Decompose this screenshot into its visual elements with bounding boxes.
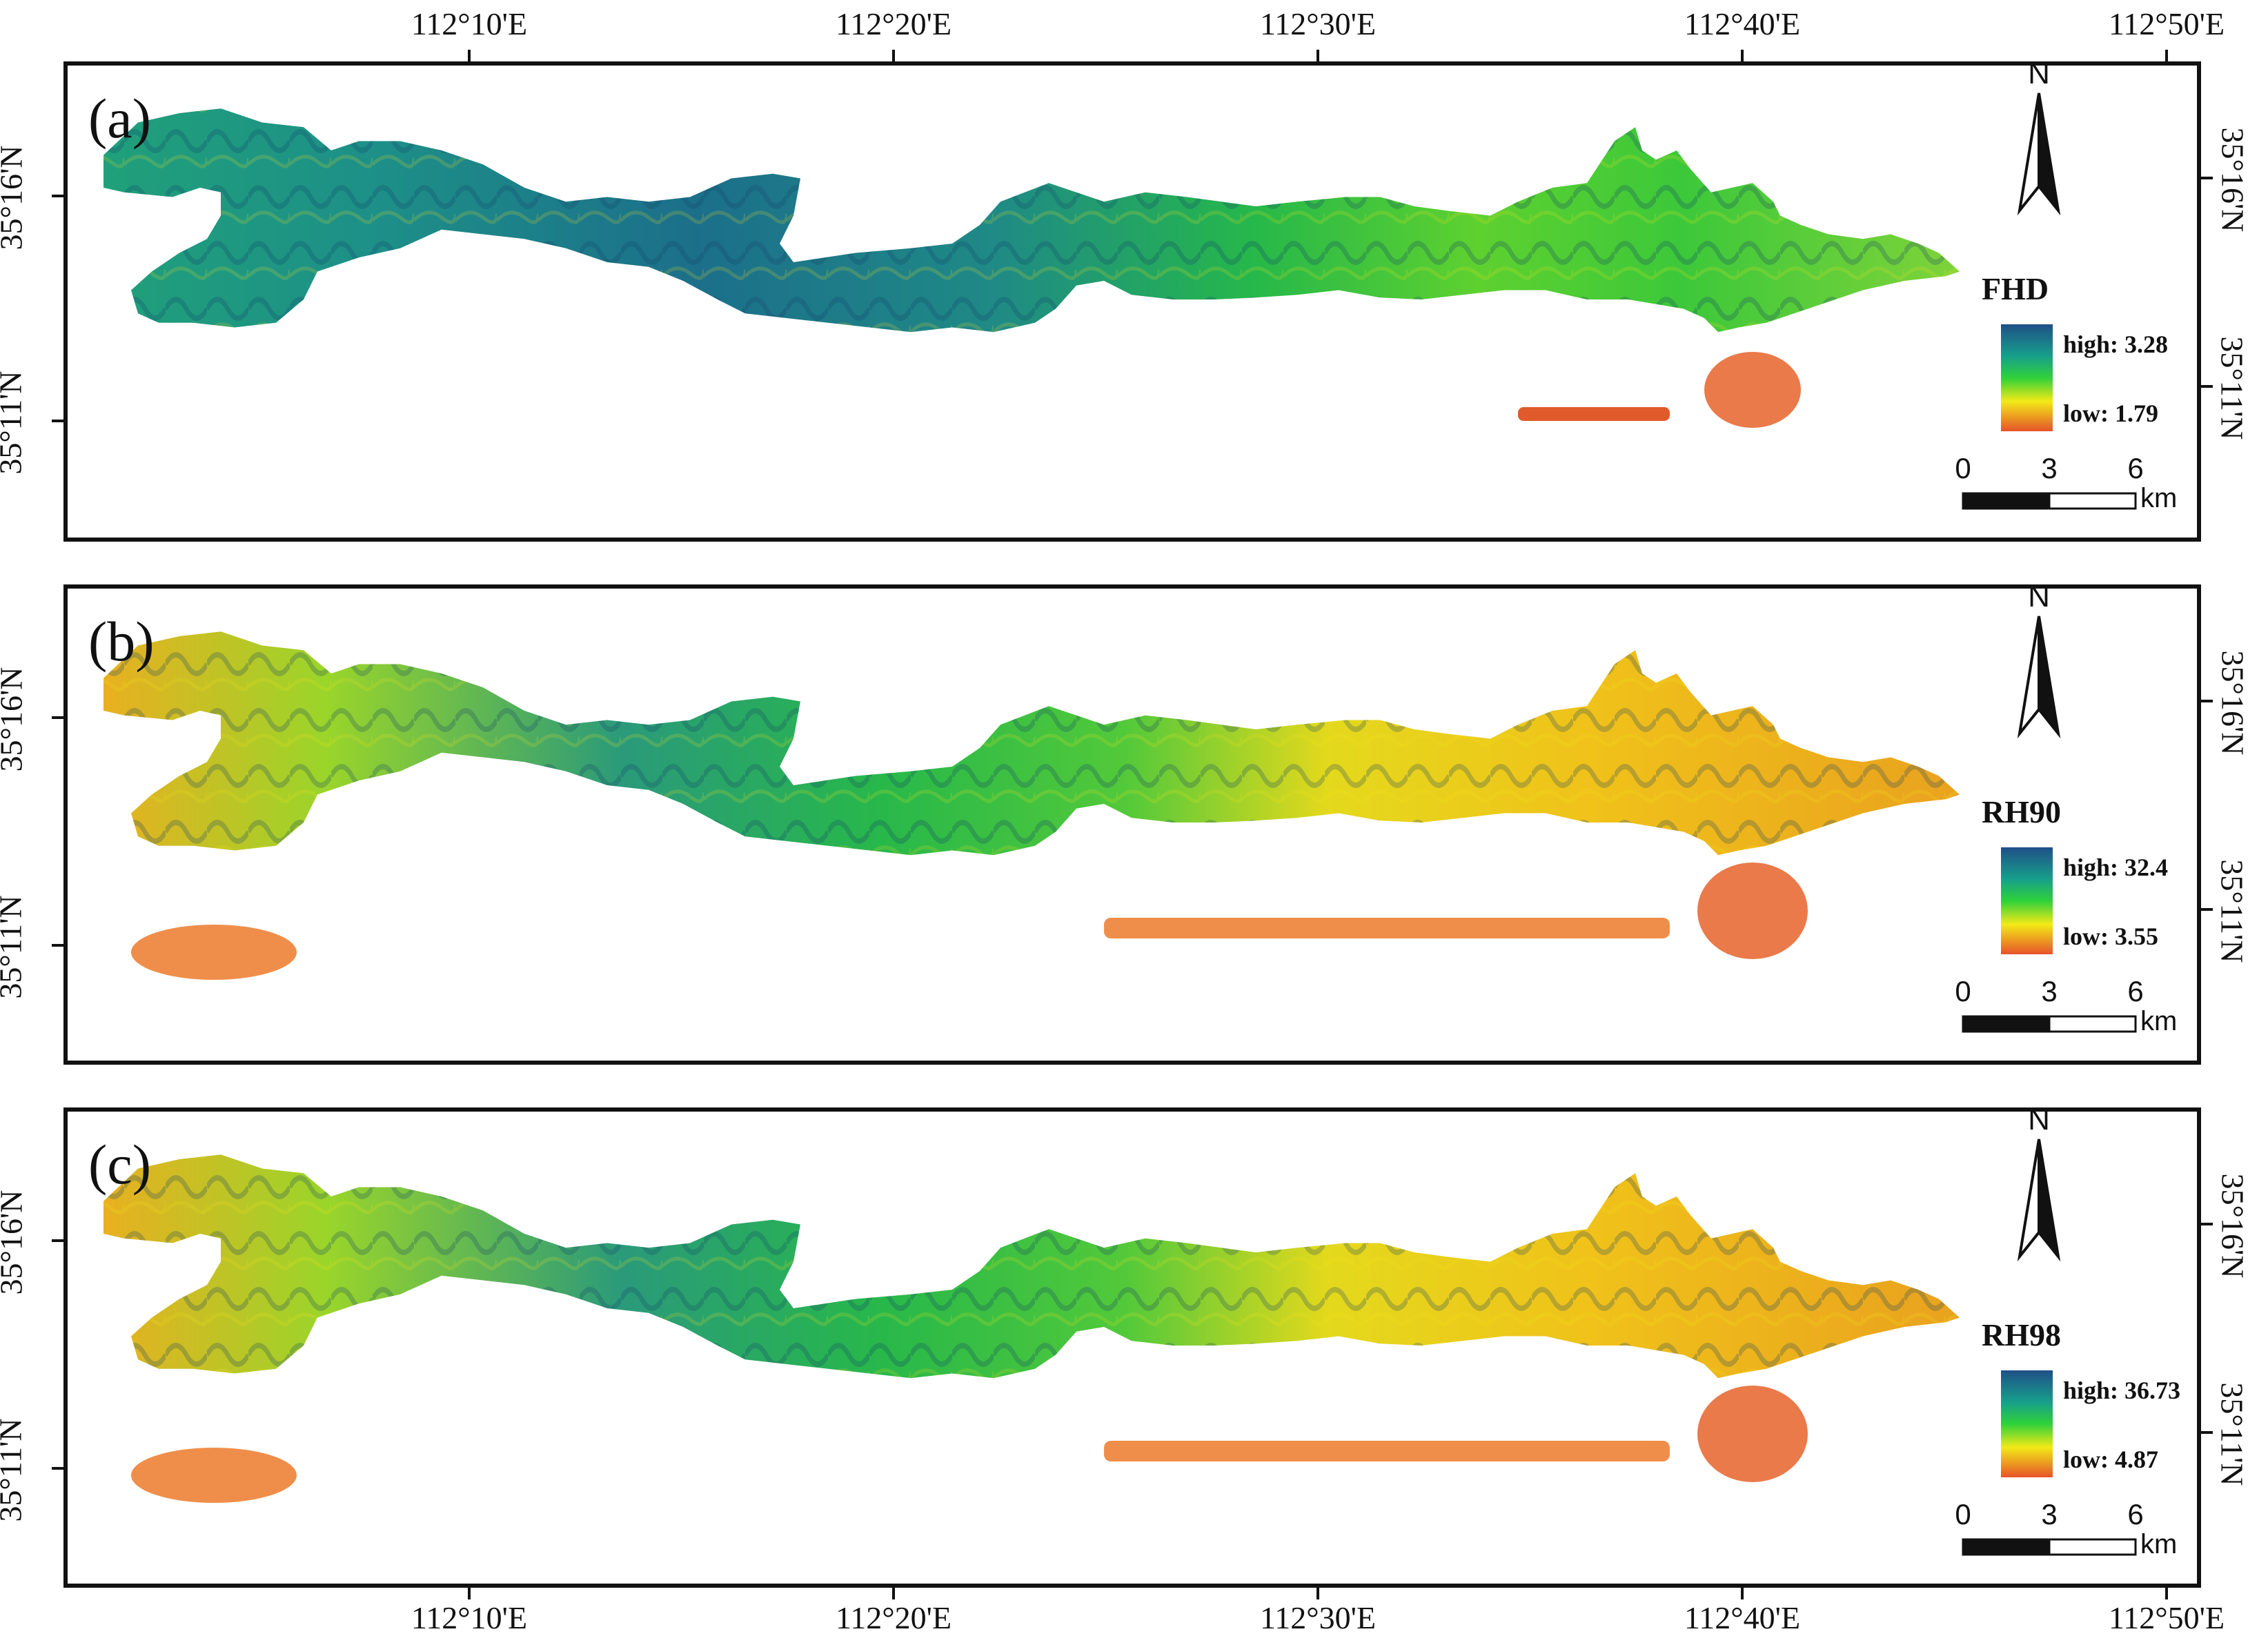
lat-label-right: 35°16'N	[2215, 127, 2251, 233]
low-strip	[1104, 918, 1670, 938]
scale-tick: 0	[1955, 452, 1971, 484]
panel-label: (a)	[88, 87, 152, 150]
north-arrow-icon	[2017, 615, 2061, 739]
lon-label-bottom: 112°40'E	[1684, 1600, 1801, 1635]
scale-tick: 0	[1955, 1498, 1971, 1530]
low-zone	[1697, 863, 1808, 959]
low-zone	[1704, 352, 1801, 428]
lat-label-left: 35°11'N	[0, 895, 28, 999]
lon-label-bottom: 112°20'E	[835, 1600, 952, 1635]
lat-label-left: 35°16'N	[0, 1190, 29, 1295]
scale-tick: 3	[2041, 1498, 2058, 1530]
legend-color-ramp	[2001, 847, 2053, 954]
legend-high: high: 3.28	[2063, 331, 2169, 358]
legend-low: low: 1.79	[2063, 400, 2158, 427]
lat-label-left: 35°11'N	[0, 371, 28, 475]
north-label: N	[2028, 57, 2050, 90]
north-label: N	[2028, 580, 2050, 613]
lon-label-top: 112°40'E	[1684, 6, 1801, 41]
low-zone-west	[131, 1448, 297, 1503]
legend-color-ramp	[2001, 1370, 2053, 1477]
panel-label: (b)	[88, 610, 155, 673]
panel-frame	[63, 61, 2201, 542]
scale-unit: km	[2140, 1006, 2178, 1036]
scale-tick: 6	[2127, 975, 2144, 1007]
lat-label-right: 35°11'N	[2214, 1382, 2250, 1486]
legend-title: RH98	[1982, 1317, 2061, 1352]
panel-frame	[63, 1107, 2201, 1588]
scale-tick: 6	[2127, 1498, 2144, 1530]
study-region-fhd	[103, 108, 1960, 428]
low-zone	[1697, 1386, 1808, 1482]
low-zone-west	[131, 925, 297, 980]
lat-label-right: 35°16'N	[2215, 650, 2251, 756]
map-panel-a	[52, 50, 2213, 542]
legend-high: high: 36.73	[2063, 1377, 2181, 1404]
lon-label-top: 112°10'E	[411, 6, 528, 41]
lon-label-bottom: 112°10'E	[411, 1600, 528, 1635]
north-arrow-icon	[2017, 92, 2061, 216]
lat-label-left: 35°16'N	[0, 667, 29, 772]
map-panel-b	[52, 584, 2213, 1065]
panel-frame	[63, 584, 2201, 1065]
scale-unit: km	[2140, 483, 2178, 513]
lon-label-top: 112°30'E	[1259, 6, 1377, 41]
legend-color-ramp	[2001, 324, 2053, 431]
lon-label-top: 112°50'E	[2108, 6, 2225, 41]
legend-title: RH90	[1982, 794, 2061, 829]
north-arrow-icon	[2017, 1139, 2061, 1262]
legend-title: FHD	[1982, 271, 2049, 306]
scale-bar	[1962, 1538, 2137, 1556]
scale-tick: 3	[2041, 975, 2058, 1007]
legend-high: high: 32.4	[2063, 854, 2169, 881]
study-region-rh90	[103, 631, 1960, 980]
legend-low: low: 3.55	[2063, 923, 2158, 950]
low-strip	[1104, 1441, 1670, 1461]
scale-bar	[1962, 1015, 2137, 1033]
study-region-rh98	[103, 1154, 1960, 1503]
lat-label-right: 35°11'N	[2214, 859, 2250, 963]
scale-unit: km	[2140, 1529, 2178, 1559]
scale-tick: 6	[2127, 452, 2144, 484]
north-label: N	[2028, 1103, 2050, 1136]
scale-tick: 3	[2041, 452, 2058, 484]
scale-bar	[1962, 492, 2137, 510]
lon-label-bottom: 112°50'E	[2108, 1600, 2225, 1635]
lon-label-bottom: 112°30'E	[1259, 1600, 1377, 1635]
low-strip	[1518, 407, 1670, 421]
lat-label-right: 35°16'N	[2215, 1173, 2251, 1279]
lat-label-left: 35°11'N	[0, 1418, 28, 1522]
lat-label-left: 35°16'N	[0, 145, 29, 250]
legend-low: low: 4.87	[2063, 1446, 2158, 1473]
lon-label-top: 112°20'E	[835, 6, 952, 41]
scale-tick: 0	[1955, 975, 1971, 1007]
lat-label-right: 35°11'N	[2214, 336, 2250, 440]
map-panel-c	[52, 1107, 2213, 1599]
panel-label: (c)	[88, 1133, 152, 1196]
